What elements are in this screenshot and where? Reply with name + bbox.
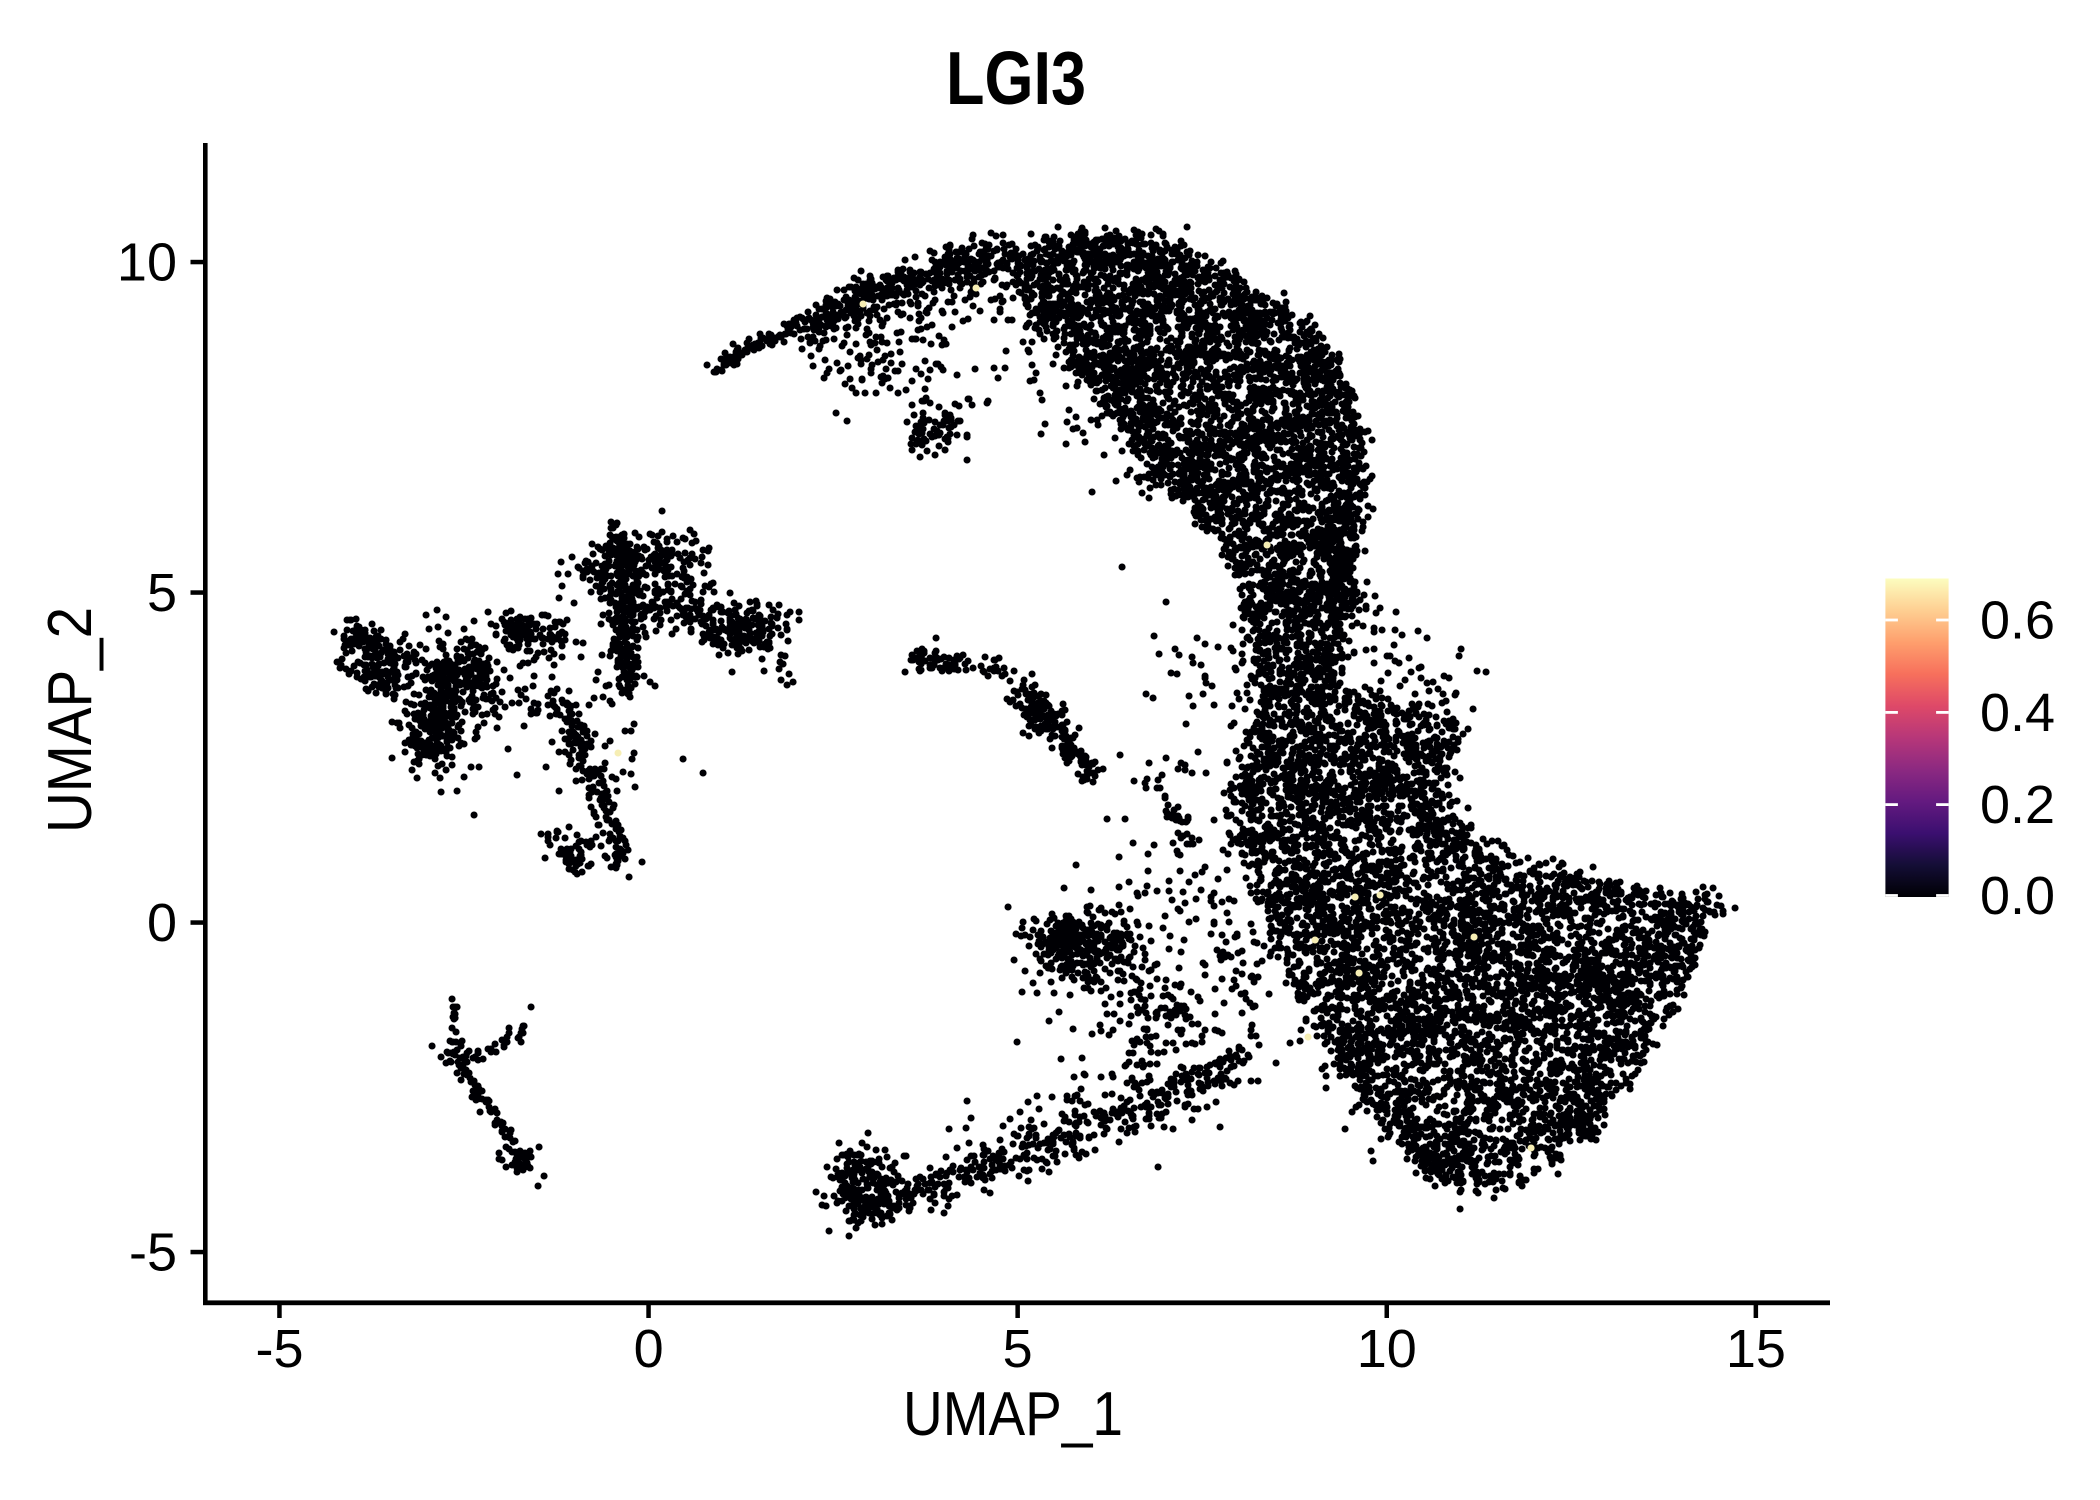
svg-text:0.6: 0.6 [1980,591,2055,651]
svg-text:10: 10 [117,233,177,293]
svg-text:LGI3: LGI3 [946,36,1086,120]
svg-text:5: 5 [147,563,177,623]
svg-text:-5: -5 [129,1223,177,1283]
svg-text:10: 10 [1357,1319,1417,1379]
svg-text:-5: -5 [255,1319,303,1379]
svg-text:UMAP_2: UMAP_2 [36,607,105,833]
svg-text:0.4: 0.4 [1980,683,2055,743]
svg-text:0.0: 0.0 [1980,866,2055,926]
svg-text:0: 0 [634,1319,664,1379]
svg-text:5: 5 [1003,1319,1033,1379]
svg-text:15: 15 [1726,1319,1786,1379]
svg-text:0.2: 0.2 [1980,775,2055,835]
svg-text:UMAP_1: UMAP_1 [903,1380,1123,1449]
svg-text:0: 0 [147,893,177,953]
